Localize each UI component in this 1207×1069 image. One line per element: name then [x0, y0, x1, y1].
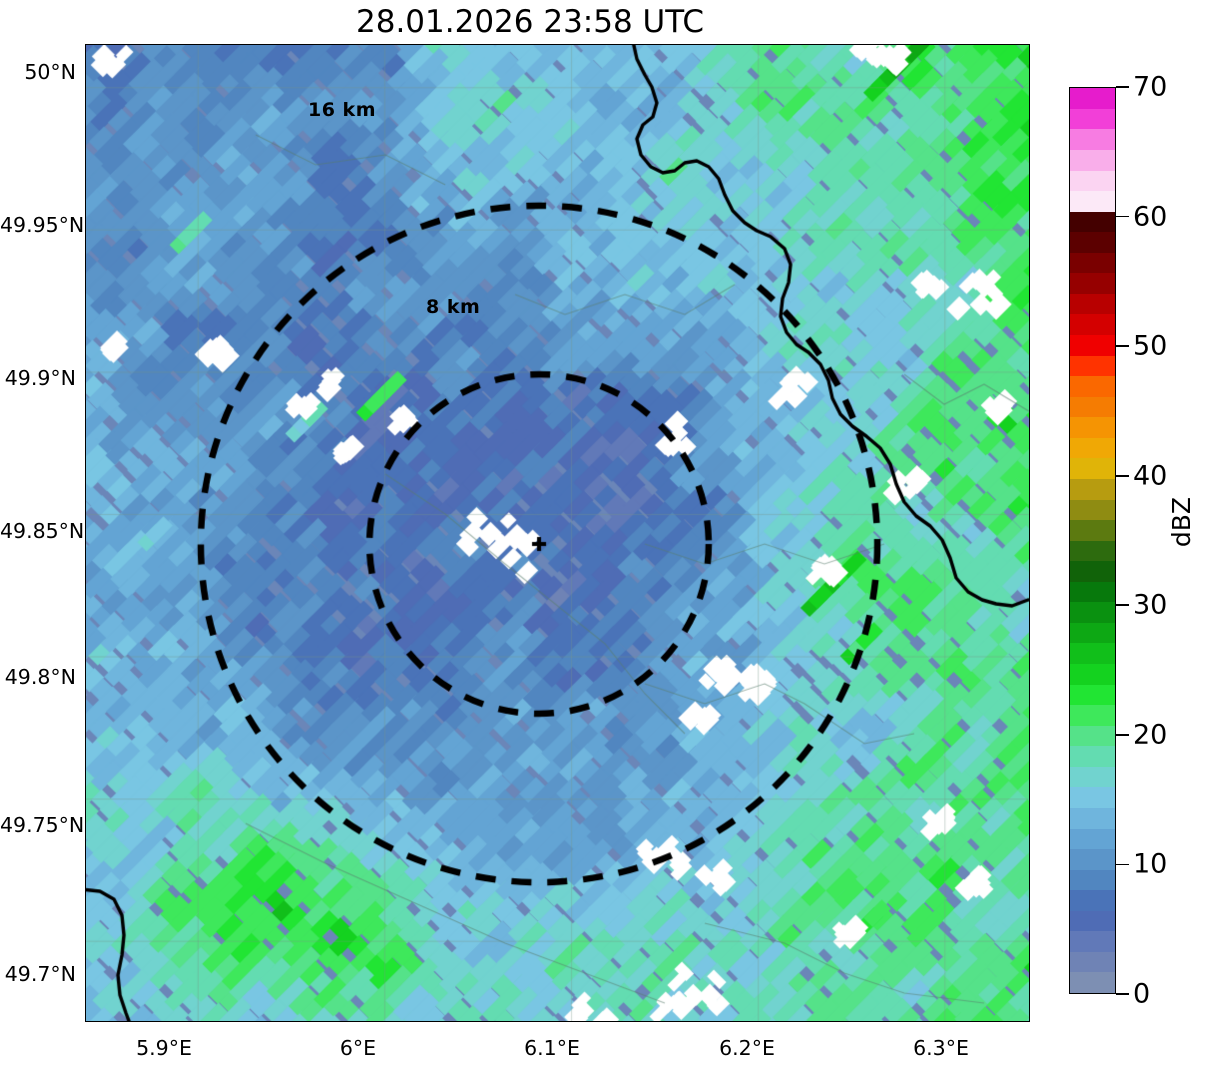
- colorbar-tick: [1116, 863, 1129, 866]
- y-axis-tick-label: 49.9°N: [4, 366, 76, 390]
- colorbar-tick-label: 0: [1133, 978, 1151, 1010]
- colorbar-tick: [1116, 345, 1129, 347]
- colorbar-band: [1070, 499, 1115, 521]
- colorbar-tick-label: 20: [1133, 719, 1168, 751]
- x-axis-tick-label: 6.3°E: [913, 1036, 969, 1060]
- colorbar-band: [1070, 602, 1115, 623]
- colorbar-tick-label: 10: [1133, 848, 1168, 880]
- colorbar-band: [1070, 849, 1115, 870]
- page-title: 28.01.2026 23:58 UTC: [356, 4, 704, 40]
- colorbar-band: [1070, 437, 1115, 459]
- colorbar-band: [1070, 931, 1115, 952]
- colorbar-band: [1070, 520, 1115, 541]
- x-axis-tick-label: 6.1°E: [524, 1036, 580, 1060]
- colorbar-band: [1070, 643, 1115, 664]
- y-axis-tick-label: 49.7°N: [4, 962, 76, 986]
- colorbar-tick-label: 70: [1133, 71, 1168, 103]
- colorbar-title: dBZ: [1167, 497, 1196, 548]
- radar-reflectivity-field: [86, 45, 1029, 1021]
- y-axis-tick-label: 49.75°N: [0, 813, 85, 837]
- colorbar-band: [1070, 478, 1115, 500]
- colorbar-band: [1070, 273, 1115, 294]
- colorbar-tick: [1116, 86, 1129, 88]
- colorbar-band: [1070, 766, 1115, 788]
- colorbar-tick-label: 30: [1133, 589, 1168, 621]
- y-axis-tick-label: 49.8°N: [4, 665, 76, 689]
- colorbar-band: [1070, 581, 1115, 603]
- colorbar-tick-label: 40: [1133, 460, 1168, 492]
- colorbar-band: [1070, 540, 1115, 562]
- y-axis-tick-label: 49.95°N: [0, 213, 85, 237]
- colorbar-band: [1070, 252, 1115, 274]
- colorbar-band: [1070, 664, 1115, 685]
- colorbar-band: [1070, 211, 1115, 233]
- colorbar-tick-label: 60: [1133, 201, 1168, 233]
- colorbar-band: [1070, 149, 1115, 171]
- colorbar-tick-label: 50: [1133, 330, 1168, 362]
- colorbar-tick: [1116, 734, 1129, 736]
- colorbar[interactable]: [1069, 87, 1116, 994]
- colorbar-tick: [1116, 604, 1129, 607]
- colorbar-band: [1070, 108, 1115, 130]
- colorbar-band: [1070, 170, 1115, 192]
- colorbar-band: [1070, 890, 1115, 911]
- colorbar-tick: [1116, 474, 1129, 477]
- colorbar-band: [1070, 951, 1115, 973]
- x-axis-tick-label: 6°E: [339, 1036, 377, 1060]
- x-axis-tick-label: 6.2°E: [719, 1036, 775, 1060]
- colorbar-band: [1070, 335, 1115, 356]
- colorbar-band: [1070, 828, 1115, 850]
- colorbar-band: [1070, 705, 1115, 726]
- colorbar-band: [1070, 191, 1115, 212]
- range-ring-label-8km: 8 km: [426, 296, 481, 318]
- colorbar-band: [1070, 869, 1115, 891]
- colorbar-band: [1070, 293, 1115, 315]
- colorbar-tick: [1116, 993, 1129, 995]
- colorbar-band: [1070, 684, 1115, 706]
- radar-plot-area[interactable]: [85, 44, 1030, 1022]
- colorbar-band: [1070, 972, 1115, 993]
- colorbar-band: [1070, 561, 1115, 582]
- colorbar-band: [1070, 129, 1115, 150]
- colorbar-band: [1070, 807, 1115, 829]
- range-ring-label-16km: 16 km: [308, 99, 376, 121]
- y-axis-tick-label: 50°N: [24, 60, 76, 84]
- colorbar-band: [1070, 910, 1115, 932]
- colorbar-band: [1070, 396, 1115, 418]
- y-axis-tick-label: 49.85°N: [0, 519, 85, 543]
- colorbar-band: [1070, 376, 1115, 397]
- colorbar-band: [1070, 458, 1115, 479]
- colorbar-band: [1070, 787, 1115, 808]
- colorbar-band: [1070, 417, 1115, 438]
- colorbar-band: [1070, 355, 1115, 377]
- colorbar-band: [1070, 622, 1115, 644]
- colorbar-tick: [1116, 215, 1129, 218]
- colorbar-band: [1070, 746, 1115, 767]
- colorbar-band: [1070, 88, 1115, 109]
- colorbar-band: [1070, 314, 1115, 335]
- colorbar-band: [1070, 232, 1115, 253]
- colorbar-band: [1070, 725, 1115, 747]
- x-axis-tick-label: 5.9°E: [136, 1036, 192, 1060]
